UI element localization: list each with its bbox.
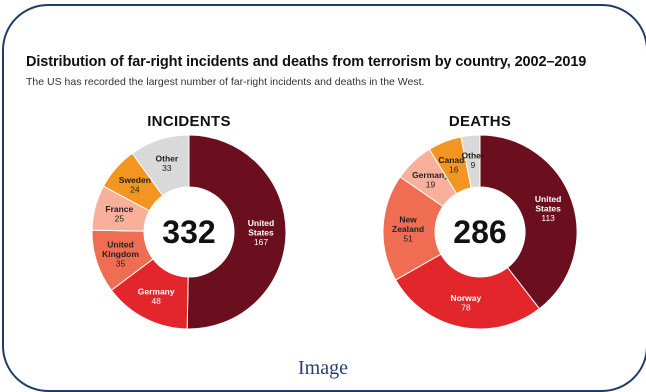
slice-value-new-zealand: 51 [403, 233, 413, 243]
donut-total: 332 [162, 214, 215, 250]
deaths-donut-title: DEATHS [448, 113, 512, 130]
slice-value-germany: 19 [426, 179, 436, 189]
slice-name-germany: Germany [138, 286, 175, 296]
slice-value-united-states: 167 [254, 237, 268, 247]
slice-value-united-kingdom: 35 [116, 259, 126, 269]
slice-name-other: Other [462, 151, 485, 161]
donut-total: 286 [453, 214, 506, 250]
slice-name-sweden: Sweden [119, 175, 151, 185]
chart-subtitle: The US has recorded the largest number o… [26, 76, 425, 88]
slice-value-canada: 16 [449, 165, 459, 175]
slice-name-france: France [105, 204, 133, 214]
slice-united-states [186, 134, 287, 330]
slice-name-united-states: United States [535, 194, 561, 214]
slice-name-other: Other [156, 154, 179, 164]
chart-title: Distribution of far-right incidents and … [26, 54, 587, 70]
slice-name-united-states: United States [248, 218, 274, 238]
slice-name-germany: Germany [412, 170, 449, 180]
slice-value-sweden: 24 [130, 184, 140, 194]
slice-name-united-kingdom: United Kingdom [102, 240, 139, 260]
slice-name-canada: Canada [438, 155, 469, 165]
slice-value-norway: 78 [461, 302, 471, 312]
slice-value-other: 33 [162, 163, 172, 173]
slice-value-other: 9 [471, 160, 476, 170]
slice-name-norway: Norway [450, 293, 481, 303]
image-caption: Image [298, 357, 348, 379]
incidents-donut-title: INCIDENTS [147, 113, 231, 130]
slice-value-united-states: 113 [541, 213, 555, 223]
slice-other [460, 134, 481, 189]
slice-other [131, 134, 190, 197]
slice-name-new-zealand: New Zealand [392, 214, 424, 234]
slice-norway [394, 253, 541, 330]
chart-card: Distribution of far-right incidents and … [14, 44, 634, 344]
slice-united-states [479, 134, 578, 310]
slice-value-france: 25 [115, 214, 125, 224]
slice-value-germany: 48 [151, 296, 161, 306]
